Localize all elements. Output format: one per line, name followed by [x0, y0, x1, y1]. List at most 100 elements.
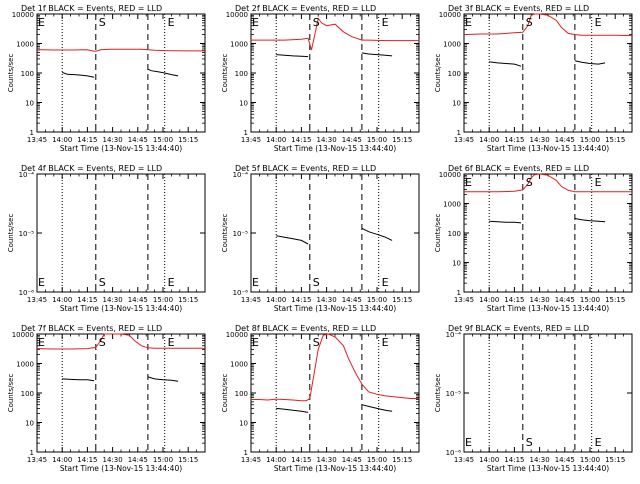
series-events-line: [361, 404, 393, 412]
series-events-line: [276, 235, 309, 245]
x-tick-label: 13:45: [27, 456, 47, 464]
x-tick-label: 14:15: [77, 136, 97, 144]
y-tick-label: 10: [239, 100, 248, 108]
marker-s: S: [99, 276, 106, 289]
y-tick-label: 10⁻⁴: [233, 171, 249, 179]
y-axis-label: Counts/sec: [434, 54, 442, 93]
x-tick-label: 15:00: [153, 456, 173, 464]
x-tick-label: 14:15: [77, 296, 97, 304]
x-tick-label: 14:00: [52, 296, 72, 304]
y-tick-label: 1000: [443, 41, 461, 49]
y-tick-label: 10⁻⁶: [233, 289, 249, 297]
marker-s: S: [526, 176, 533, 189]
x-tick-label: 14:45: [555, 296, 575, 304]
x-axis-label: Start Time (13-Nov-15 13:44:40): [274, 144, 396, 153]
x-tick-label: 14:15: [77, 456, 97, 464]
series-lld-line: [464, 173, 632, 193]
plot-frame: [36, 173, 206, 293]
marker-s: S: [99, 16, 106, 29]
y-tick-label: 10⁻⁴: [19, 171, 35, 179]
x-tick-label: 14:00: [479, 296, 499, 304]
x-tick-label: 14:30: [103, 456, 123, 464]
y-tick-label: 100: [235, 70, 248, 78]
plot-frame: [36, 333, 206, 453]
x-tick-label: 13:45: [241, 296, 261, 304]
y-tick-label: 10: [452, 260, 461, 268]
marker-e: E: [465, 176, 472, 189]
plot-title: Det 9f BLACK = Events, RED = LLD: [448, 324, 589, 333]
series-events-line: [574, 218, 606, 223]
plot-frame: [250, 173, 420, 293]
x-tick-label: 13:45: [27, 296, 47, 304]
y-tick-label: 10⁻⁴: [446, 331, 462, 339]
marker-e: E: [168, 336, 175, 349]
series-events-line: [489, 220, 522, 224]
y-tick-label: 100: [21, 390, 34, 398]
marker-e: E: [595, 176, 602, 189]
y-tick-label: 1: [244, 449, 248, 457]
x-tick-label: 14:15: [291, 296, 311, 304]
series-lld-line: [463, 13, 633, 37]
x-tick-label: 15:00: [367, 456, 387, 464]
y-tick-label: 10: [239, 420, 248, 428]
y-axis-label: Counts/sec: [221, 374, 229, 413]
x-tick-label: 14:00: [266, 456, 286, 464]
x-tick-label: 15:00: [153, 136, 173, 144]
plot-frame: [250, 333, 420, 453]
plot-title: Det 1f BLACK = Events, RED = LLD: [21, 4, 162, 13]
y-axis-label: Counts/sec: [221, 54, 229, 93]
x-tick-label: 14:00: [52, 136, 72, 144]
plot-title: Det 3f BLACK = Events, RED = LLD: [448, 4, 589, 13]
x-axis-label: Start Time (13-Nov-15 13:44:40): [487, 144, 609, 153]
y-tick-label: 10: [25, 100, 34, 108]
y-tick-label: 10000: [439, 171, 461, 179]
y-tick-label: 10⁻⁵: [446, 390, 462, 398]
panel-det-7f: Det 7f BLACK = Events, RED = LLD 1 10 100 10…: [7, 324, 206, 473]
plot-title: Det 6f BLACK = Events, RED = LLD: [448, 164, 589, 173]
x-tick-label: 14:00: [479, 456, 499, 464]
panel-det-1f: Det 1f BLACK = Events, RED = LLD 1 10 100 10…: [7, 4, 206, 153]
y-tick-label: 1: [244, 129, 248, 137]
series-events-line: [574, 60, 606, 65]
marker-e: E: [382, 276, 389, 289]
marker-e: E: [38, 16, 45, 29]
y-axis-label: Counts/sec: [7, 54, 15, 93]
y-tick-label: 100: [21, 70, 34, 78]
x-tick-label: 14:00: [266, 136, 286, 144]
y-tick-label: 1000: [16, 41, 34, 49]
y-axis-label: Counts/sec: [7, 214, 15, 253]
series-events-line: [489, 61, 522, 67]
y-axis-label: Counts/sec: [434, 374, 442, 413]
panel-det-3f: Det 3f BLACK = Events, RED = LLD 1 10 100 10…: [434, 4, 633, 153]
x-tick-label: 13:45: [241, 136, 261, 144]
y-tick-label: 1000: [230, 41, 248, 49]
x-axis-label: Start Time (13-Nov-15 13:44:40): [274, 464, 396, 473]
y-tick-label: 10000: [226, 11, 248, 19]
plot-title: Det 5f BLACK = Events, RED = LLD: [235, 164, 376, 173]
x-tick-label: 14:30: [317, 136, 337, 144]
y-tick-label: 10⁻⁵: [233, 230, 249, 238]
x-tick-label: 14:30: [317, 456, 337, 464]
x-tick-label: 15:15: [605, 296, 625, 304]
y-tick-label: 10: [25, 420, 34, 428]
series-lld-line: [251, 17, 419, 51]
y-tick-label: 1: [457, 129, 461, 137]
y-tick-label: 10000: [12, 11, 34, 19]
marker-s: S: [526, 16, 533, 29]
series-events-line: [276, 54, 309, 58]
marker-s: S: [526, 436, 533, 449]
x-tick-label: 14:30: [103, 296, 123, 304]
panel-det-8f: Det 8f BLACK = Events, RED = LLD 1 10 100 10…: [221, 324, 420, 473]
plot-frame: [250, 13, 420, 133]
plot-frame: [36, 13, 206, 133]
x-axis-label: Start Time (13-Nov-15 13:44:40): [60, 304, 182, 313]
x-axis-label: Start Time (13-Nov-15 13:44:40): [60, 464, 182, 473]
marker-e: E: [252, 16, 259, 29]
y-tick-label: 10⁻⁵: [19, 230, 35, 238]
marker-s: S: [313, 16, 320, 29]
x-axis-label: Start Time (13-Nov-15 13:44:40): [60, 144, 182, 153]
series-events-line: [62, 378, 95, 382]
x-tick-label: 14:15: [291, 456, 311, 464]
